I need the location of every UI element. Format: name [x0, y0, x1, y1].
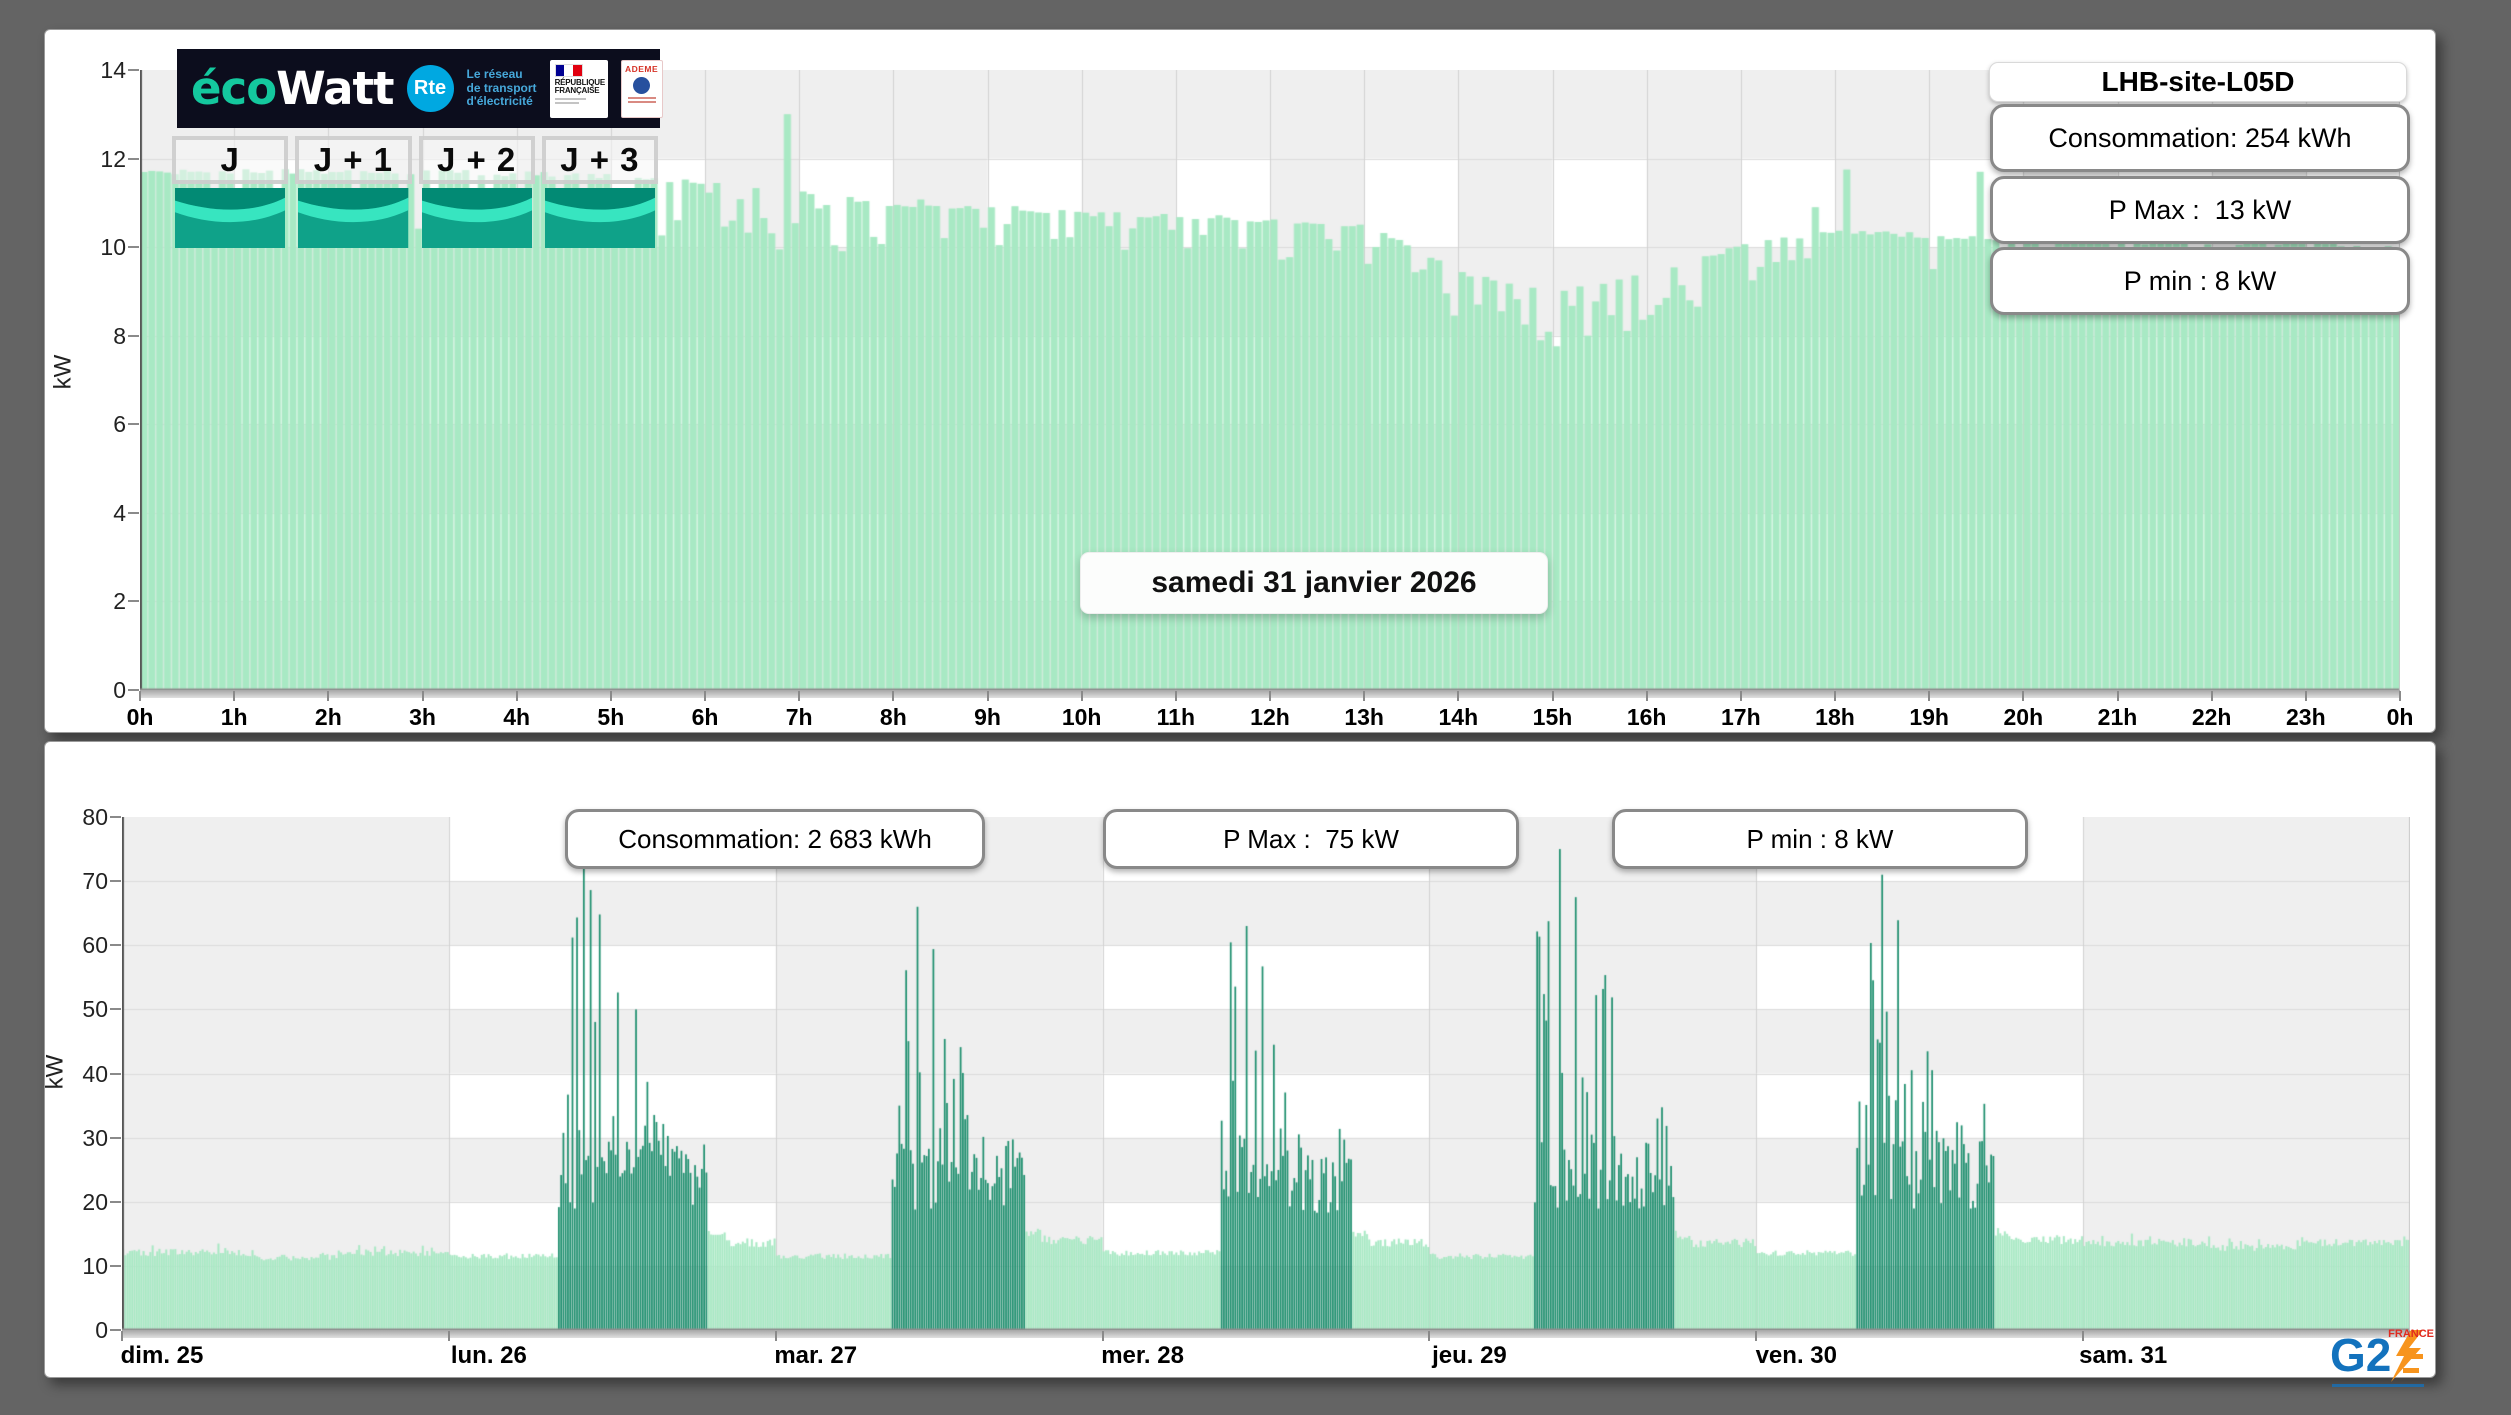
rte-tagline-line3: d'électricité [466, 94, 533, 109]
rte-tagline-line1: Le réseau [466, 66, 523, 81]
weekly-pmin-stat: P min : 8 kW [1612, 809, 2028, 869]
daily-pmin-stat: P min : 8 kW [1990, 247, 2410, 315]
ademe-logo: ADEME [620, 59, 663, 118]
ademe-tagline-line [627, 100, 656, 103]
french-flag-icon [554, 63, 583, 77]
weekly-consumption-stat: Consommation: 2 683 kWh [565, 809, 985, 869]
daily-pmax-stat: P Max : 13 kW [1990, 176, 2410, 244]
ecowatt-forecast-day-label: J + 2 [418, 136, 535, 184]
ademe-globe-icon [633, 76, 651, 94]
ecowatt-forecast-day-0: J [172, 136, 289, 248]
ecowatt-logo-eco: éco [191, 62, 277, 115]
weekly-y-axis-unit: kW [41, 1054, 69, 1090]
ecowatt-banner: écoWatt Rte Le réseau de transport d'éle… [177, 49, 663, 128]
site-title: LHB-site-L05D [1989, 62, 2407, 102]
date-label: samedi 31 janvier 2026 [1080, 552, 1548, 614]
weekly-pmax-stat: P Max : 75 kW [1103, 809, 1519, 869]
daily-consumption-stat: Consommation: 254 kWh [1990, 104, 2410, 172]
g2e-tagline-line [2332, 1384, 2424, 1387]
daily-y-axis-unit: kW [49, 354, 77, 390]
g2e-logo: G2 FRANCE [2330, 1328, 2434, 1392]
ademe-tagline-line [627, 97, 656, 99]
republique-line2: FRANÇAISE [554, 86, 600, 96]
ecowatt-forecast-day-3: J + 3 [541, 136, 658, 248]
rte-logo-icon: Rte [406, 65, 454, 112]
lightning-bolt-icon [2391, 1330, 2424, 1382]
g2e-france-label: FRANCE [2388, 1328, 2434, 1340]
daily-x-axis-strip [140, 690, 2400, 698]
ecowatt-logo-watt: Watt [276, 62, 394, 115]
ecowatt-forecast-day-label: J + 1 [295, 136, 412, 184]
ecowatt-logo: écoWatt [191, 62, 395, 115]
ecowatt-forecast-day-1: J + 1 [295, 136, 412, 248]
ecowatt-green-signal-icon [175, 188, 286, 248]
weekly-power-chart [122, 817, 2410, 1330]
weekly-x-axis-strip [122, 1330, 2410, 1338]
ademe-wordmark: ADEME [624, 63, 659, 74]
motto-line [554, 102, 579, 105]
ecowatt-green-signal-icon [421, 188, 532, 248]
rte-tagline-line2: de transport [466, 80, 537, 95]
rte-tagline: Le réseau de transport d'électricité [466, 66, 537, 109]
republique-francaise-logo: RÉPUBLIQUE FRANÇAISE [549, 59, 608, 118]
ecowatt-forecast-day-2: J + 2 [418, 136, 535, 248]
ecowatt-forecast-day-label: J + 3 [541, 136, 658, 184]
republique-line1: RÉPUBLIQUE [554, 77, 606, 87]
republique-francaise-text: RÉPUBLIQUE FRANÇAISE [554, 77, 606, 97]
ecowatt-forecast-day-label: J [172, 136, 289, 184]
motto-line [554, 98, 586, 101]
g2e-wordmark: G2 [2330, 1329, 2392, 1381]
ecowatt-green-signal-icon [544, 188, 655, 248]
ecowatt-green-signal-icon [298, 188, 409, 248]
